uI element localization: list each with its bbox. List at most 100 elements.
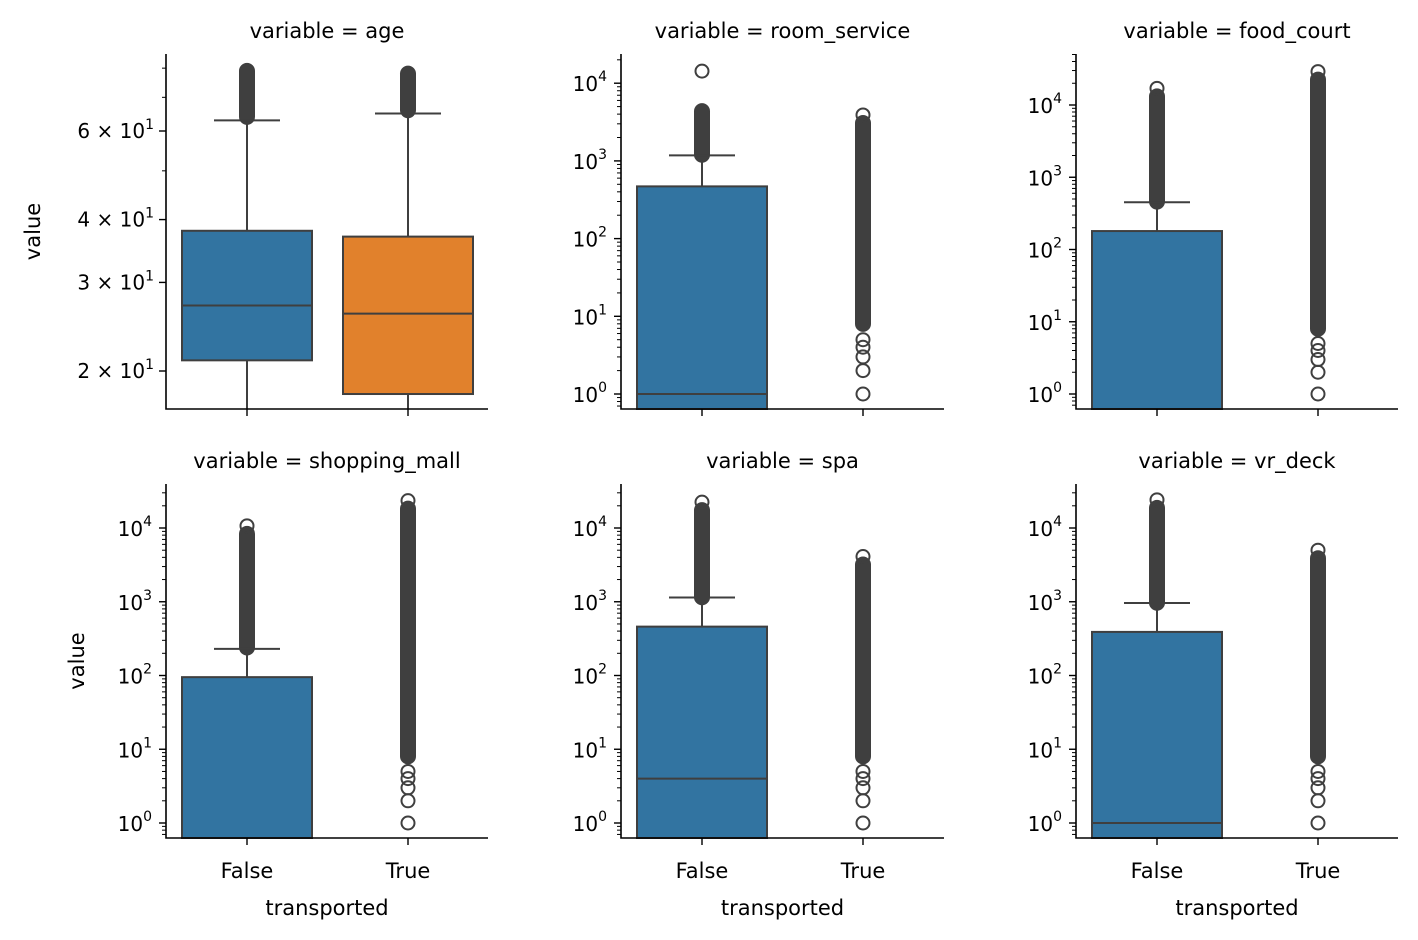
outlier-marker [855, 349, 871, 365]
outlier-markers [1149, 88, 1165, 210]
outlier-markers [1310, 71, 1326, 337]
y-tick-label: 100 [1028, 809, 1062, 836]
outlier-marker [855, 815, 871, 831]
iqr-box [181, 229, 313, 362]
y-axis-label: value [65, 632, 89, 689]
outlier-marker [855, 763, 871, 779]
outlier-marker [1310, 335, 1326, 351]
outlier-marker [239, 518, 255, 534]
outlier-marker [1149, 492, 1165, 508]
y-tick-label: 102 [118, 662, 152, 689]
y-tick-label: 100 [573, 809, 607, 836]
box-false [636, 63, 768, 410]
panel-title: variable = vr_deck [1138, 449, 1336, 474]
box-false [636, 494, 768, 839]
y-tick-label: 103 [1028, 588, 1062, 615]
y-tick-label: 104 [573, 514, 607, 541]
outlier-markers [1149, 499, 1165, 611]
outlier-marker [855, 107, 871, 123]
y-tick-label: 102 [573, 662, 607, 689]
outlier-marker [1310, 343, 1326, 359]
outlier-markers [694, 103, 710, 163]
panel-title: variable = spa [706, 449, 859, 473]
y-tick-label: 2 × 101 [77, 357, 154, 383]
x-tick-label: False [221, 859, 274, 883]
y-tick-label: 101 [118, 735, 152, 762]
outlier-marker [855, 332, 871, 348]
outlier-markers [855, 556, 871, 765]
outlier-marker [694, 63, 710, 79]
x-axis-label: transported [265, 896, 388, 920]
y-tick-label: 101 [573, 735, 607, 762]
iqr-box [342, 235, 474, 396]
y-tick-label: 102 [1028, 236, 1062, 263]
y-tick-label: 104 [118, 514, 152, 541]
y-tick-label: 102 [1028, 662, 1062, 689]
box-false [181, 62, 313, 409]
outlier-marker [1310, 793, 1326, 809]
outlier-marker [1310, 542, 1326, 558]
panel-food-court: variable = food_court 100 101 102 103 104 [1028, 19, 1398, 416]
outlier-marker [1149, 80, 1165, 96]
y-tick-label: 103 [118, 588, 152, 615]
outlier-markers [1310, 550, 1326, 765]
x-tick-label: False [1131, 859, 1184, 883]
x-tick-label: False [676, 859, 729, 883]
axes-spines [1075, 54, 1398, 410]
y-tick-label: 103 [573, 588, 607, 615]
iqr-box [181, 676, 313, 839]
box-false [1091, 80, 1223, 410]
outlier-marker [1310, 815, 1326, 831]
outlier-marker [1310, 352, 1326, 368]
iqr-box [636, 185, 768, 410]
outlier-marker [1310, 64, 1326, 80]
iqr-box [1091, 230, 1223, 410]
iqr-box [1091, 630, 1223, 840]
outlier-marker [400, 780, 416, 796]
y-tick-label: 100 [1028, 380, 1062, 407]
box-false [181, 518, 313, 839]
outlier-markers [400, 500, 416, 765]
y-axis-label: value [21, 203, 45, 260]
x-axis-label: transported [721, 896, 844, 920]
iqr-box [636, 625, 768, 839]
outlier-marker [855, 771, 871, 787]
x-tick-label: True [385, 859, 431, 883]
panel-title: variable = room_service [655, 19, 911, 44]
box-true [1310, 542, 1326, 831]
y-tick-label: 103 [1028, 163, 1062, 190]
x-axis-label: transported [1175, 896, 1298, 920]
panel-room-service: variable = room_service 100 101 102 103 104 [573, 19, 944, 416]
box-false [1091, 492, 1223, 840]
outlier-marker [855, 780, 871, 796]
y-tick-label: 102 [573, 225, 607, 252]
outlier-marker [1310, 364, 1326, 380]
outlier-markers [239, 525, 255, 656]
y-tick-label: 101 [1028, 735, 1062, 762]
outlier-marker [400, 763, 416, 779]
outlier-markers [239, 62, 255, 125]
box-true [342, 65, 474, 409]
outlier-marker [694, 494, 710, 510]
y-tick-label: 100 [118, 809, 152, 836]
outlier-marker [855, 363, 871, 379]
outlier-marker [855, 793, 871, 809]
y-tick-label: 104 [1028, 514, 1062, 541]
panel-shopping-mall: variable = shopping_mall 100 101 102 103 104 F… [65, 449, 488, 920]
panel-title: variable = shopping_mall [193, 449, 460, 474]
box-true [855, 107, 871, 402]
y-tick-label: 3 × 101 [77, 268, 154, 294]
y-tick-label: 104 [573, 69, 607, 96]
outlier-marker [1310, 763, 1326, 779]
box-true [855, 549, 871, 831]
y-tick-label: 101 [1028, 308, 1062, 335]
y-tick-label: 100 [573, 380, 607, 407]
axes-spines [620, 54, 944, 410]
outlier-marker [1310, 780, 1326, 796]
x-tick-label: True [840, 859, 886, 883]
panel-vr-deck: variable = vr_deck 100 101 102 103 104 False Tr… [1028, 449, 1398, 920]
panel-age: variable = age 2 × 101 3 × 101 4 × 101 6 × 1… [21, 19, 488, 416]
y-tick-label: 103 [573, 147, 607, 174]
outlier-marker [1310, 771, 1326, 787]
